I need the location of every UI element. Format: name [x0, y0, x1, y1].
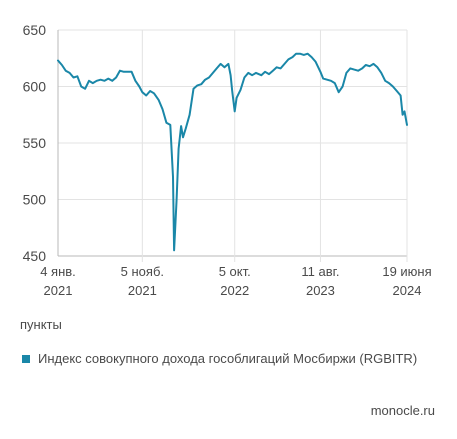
series-layer: [57, 52, 408, 252]
units-label: пункты: [20, 317, 62, 332]
x-tick-label: 19 июня: [382, 264, 431, 279]
x-tick-year: 2021: [128, 283, 157, 298]
legend-swatch: [22, 355, 30, 363]
y-tick-label: 550: [23, 135, 47, 151]
x-axis-ticks: 4 янв. 2021 5 нояб. 2021 5 окт. 2022 11 авг. 20…: [40, 264, 431, 298]
legend-label: Индекс совокупного дохода гособлигаций М…: [38, 351, 418, 366]
x-tick-label: 5 нояб.: [121, 264, 164, 279]
x-tick-year: 2023: [306, 283, 335, 298]
y-tick-label: 450: [23, 248, 47, 264]
x-tick-year: 2021: [44, 283, 73, 298]
line-chart: 450 500 550 600 650 4 янв. 2021 5 нояб. 2021 5 о…: [23, 22, 432, 298]
y-tick-label: 500: [23, 192, 47, 208]
x-tick-year: 2024: [393, 283, 422, 298]
x-tick-year: 2022: [220, 283, 249, 298]
x-tick-label: 5 окт.: [219, 264, 251, 279]
y-axis-ticks: 450 500 550 600 650: [23, 22, 47, 264]
series-line: [57, 52, 408, 252]
x-tick-label: 4 янв.: [40, 264, 76, 279]
y-tick-label: 650: [23, 22, 47, 38]
source-label: monocle.ru: [370, 403, 435, 418]
gridlines: [58, 29, 408, 262]
x-tick-label: 11 авг.: [301, 264, 339, 279]
y-tick-label: 600: [23, 79, 47, 95]
legend: Индекс совокупного дохода гособлигаций М…: [22, 350, 432, 367]
